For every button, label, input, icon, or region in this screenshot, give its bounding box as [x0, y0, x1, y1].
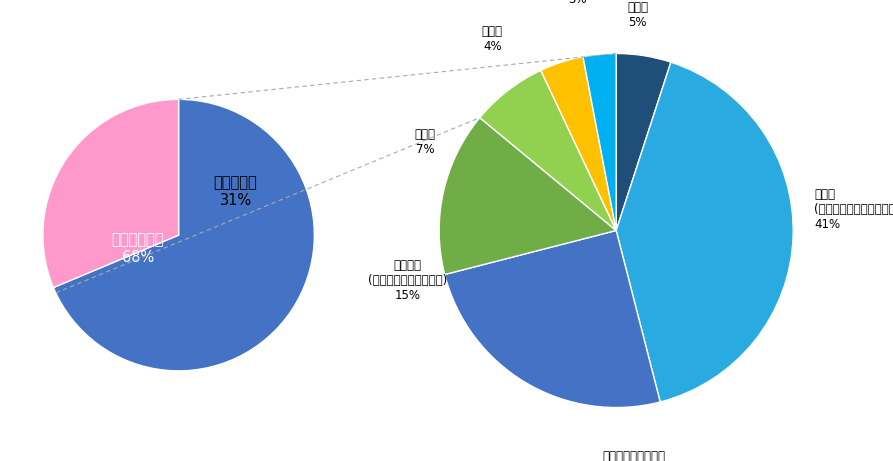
Text: 密封性
(水・におい漏れがしない)
41%: 密封性 (水・におい漏れがしない) 41% [814, 188, 893, 231]
Wedge shape [439, 118, 616, 274]
Text: 知っている
31%: 知っている 31% [213, 176, 257, 208]
Wedge shape [54, 100, 314, 371]
Wedge shape [616, 62, 793, 402]
Wedge shape [541, 57, 616, 230]
Wedge shape [43, 100, 179, 288]
Text: 耕熱性
4%: 耕熱性 4% [481, 25, 503, 53]
Wedge shape [583, 53, 616, 230]
Text: その他
5%: その他 5% [627, 0, 648, 29]
Text: 耕油性
3%: 耕油性 3% [567, 0, 588, 6]
Text: 遞光性
7%: 遞光性 7% [414, 128, 436, 156]
Text: バリア性
(酸素・湿気を通さない)
15%: バリア性 (酸素・湿気を通さない) 15% [368, 259, 446, 301]
Text: 長期保存、品質保持
25%: 長期保存、品質保持 25% [603, 450, 665, 461]
Wedge shape [480, 71, 616, 230]
Text: 知らなかった
68%: 知らなかった 68% [112, 232, 164, 265]
Wedge shape [616, 53, 671, 230]
Wedge shape [445, 230, 660, 408]
